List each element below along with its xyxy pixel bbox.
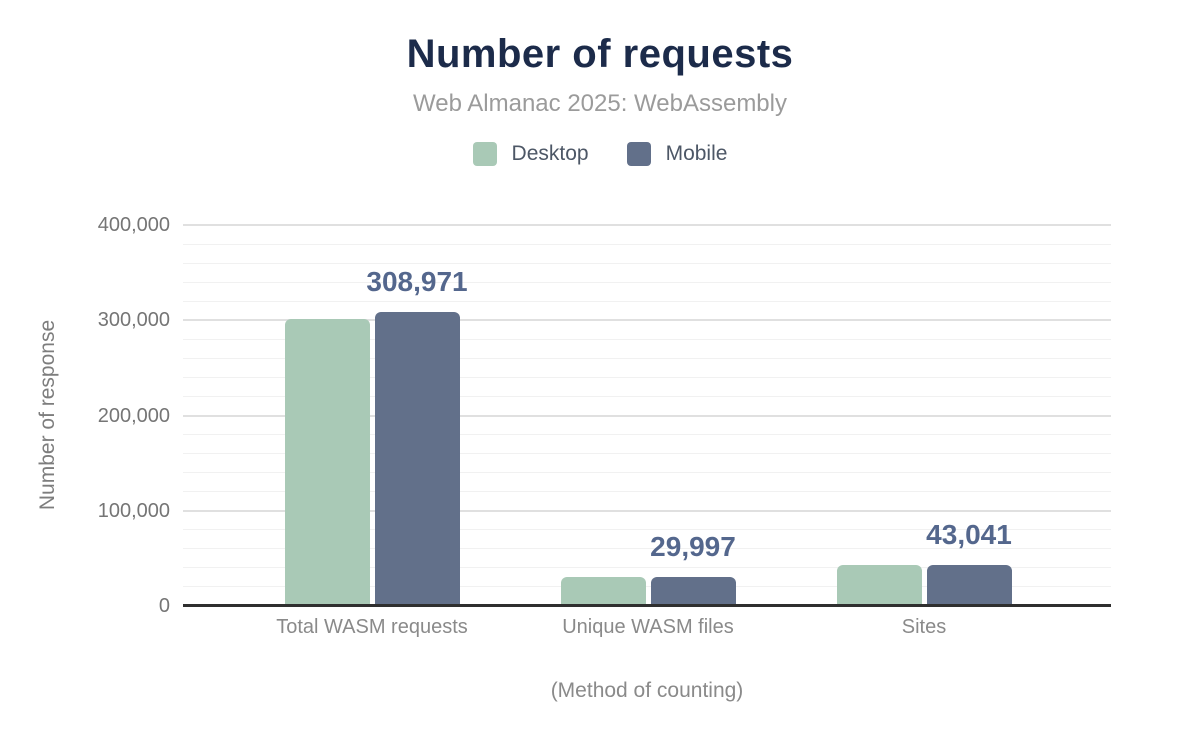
chart-subtitle: Web Almanac 2025: WebAssembly	[413, 90, 787, 117]
gridline-minor	[183, 357, 1111, 359]
gridline-minor	[183, 472, 1111, 474]
gridline-minor	[183, 548, 1111, 550]
gridline-minor	[183, 491, 1111, 493]
gridline-minor	[183, 338, 1111, 340]
gridline-minor	[183, 243, 1111, 245]
bar-desktop-2[interactable]	[836, 565, 922, 606]
bar-desktop-0[interactable]	[284, 319, 370, 606]
data-label-1: 29,997	[650, 531, 736, 563]
gridline-major	[183, 319, 1111, 322]
legend-label-desktop: Desktop	[511, 142, 589, 165]
gridline-minor	[183, 453, 1111, 455]
y-tick-label: 200,000	[97, 404, 170, 427]
bar-mobile-2[interactable]	[926, 565, 1012, 606]
legend-swatch-mobile	[626, 142, 651, 166]
legend-swatch-desktop	[472, 142, 497, 166]
bar-desktop-1[interactable]	[560, 577, 646, 606]
gridline-minor	[183, 395, 1111, 397]
gridline-major	[183, 509, 1111, 512]
legend: Desktop Mobile	[0, 142, 1200, 166]
y-tick-label: 0	[158, 595, 170, 617]
x-axis-title: (Method of counting)	[550, 679, 744, 702]
gridline-minor	[183, 434, 1111, 436]
bar-mobile-1[interactable]	[650, 577, 736, 606]
category-label-1: Unique WASM files	[562, 616, 734, 638]
gridline-minor	[183, 567, 1111, 569]
gridline-minor	[183, 529, 1111, 531]
gridline-major	[183, 414, 1111, 417]
chart-title: Number of requests	[406, 32, 794, 76]
gridline-minor	[183, 262, 1111, 264]
data-label-2: 43,041	[926, 519, 1012, 551]
legend-item-mobile: Mobile	[626, 142, 728, 166]
category-label-2: Sites	[901, 616, 947, 638]
gridline-minor	[183, 586, 1111, 588]
y-tick-label: 100,000	[97, 499, 170, 522]
gridline-major	[183, 224, 1111, 226]
x-axis-line	[183, 604, 1111, 607]
category-label-0: Total WASM requests	[276, 616, 468, 638]
plot-area: 308,971 29,997 43,041	[183, 224, 1111, 607]
legend-item-desktop: Desktop	[472, 142, 589, 166]
bar-mobile-0[interactable]	[374, 312, 460, 606]
gridline-minor	[183, 300, 1111, 302]
y-tick-label: 400,000	[97, 214, 170, 236]
legend-label-mobile: Mobile	[665, 142, 728, 165]
y-tick-label: 300,000	[97, 309, 170, 332]
gridline-minor	[183, 376, 1111, 378]
gridline-minor	[183, 281, 1111, 283]
data-label-0: 308,971	[366, 265, 468, 297]
